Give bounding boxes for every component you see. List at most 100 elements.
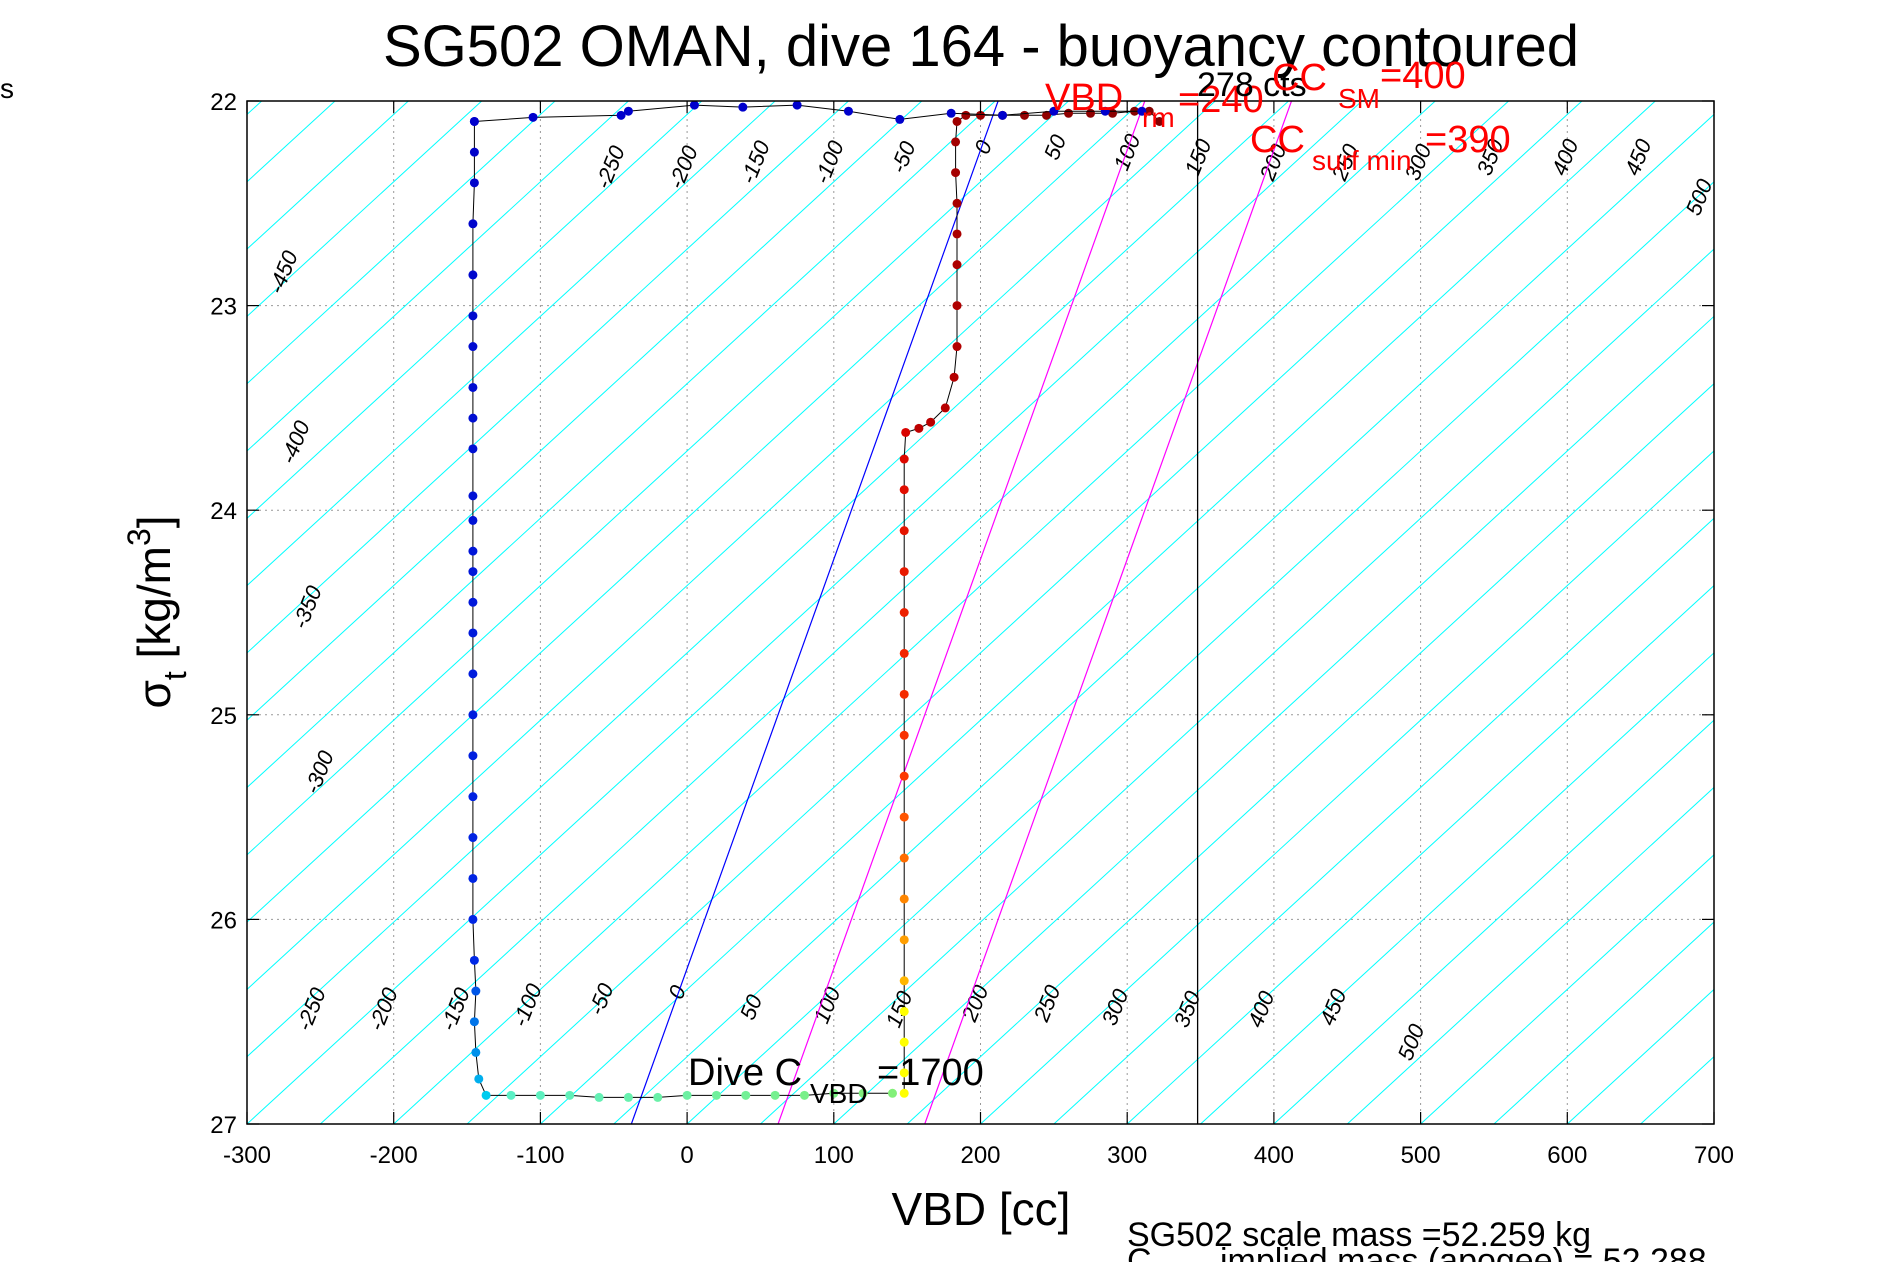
contour-label-bottom: 150 [881,987,918,1031]
data-point-dive [469,178,479,188]
annotation-ccsurf-text: CC [1250,119,1305,161]
reference-line [630,101,999,1124]
x-tick-label: 200 [960,1142,1000,1169]
data-point-climb [899,812,909,822]
data-point-dive [468,311,478,321]
buoyancy-contour-line [247,101,1216,991]
data-point-climb [899,1088,909,1098]
buoyancy-contour-line [613,113,1714,1124]
x-tick-label: 600 [1547,1142,1587,1169]
data-point-climb [899,1037,909,1047]
buoyancy-contour-line [247,101,556,385]
buoyancy-contour-line [1273,719,1714,1124]
contour-label-bottom: -200 [363,983,403,1034]
data-point-dive [829,1088,839,1098]
data-point-climb [899,1006,909,1016]
contour-label-bottom: -100 [507,979,547,1030]
data-point-climb [914,423,924,433]
buoyancy-contour-line [247,101,996,789]
buoyancy-contour-line [1566,988,1714,1124]
annotation-dive-text: Dive C [688,1052,802,1094]
data-point-surface [469,116,479,126]
annotation-vbd-rm: VBD rm =240 [1045,77,1264,133]
x-tick-label: 300 [1107,1142,1147,1169]
x-axis-label: VBD [cc] [892,1183,1071,1235]
data-point-dive [623,1092,633,1102]
data-point-dive [468,219,478,229]
y-tick-label: 26 [210,907,237,934]
data-point-dive [887,1088,897,1098]
buoyancy-contour-line [247,101,923,721]
buoyancy-contour-line [1200,652,1714,1124]
data-point-dive [468,597,478,607]
data-point-dive [711,1090,721,1100]
annotation-cc-surf-min: CC surf min =390 [1250,119,1511,176]
contour-label-left: -450 [263,246,303,297]
data-point-dive [474,1074,484,1084]
corner-label: s [0,73,14,104]
buoyancy-contour-line [320,101,1436,1124]
y-axis-label-sup: 3 [121,528,157,546]
contour-label-left: -400 [275,416,315,467]
contour-label-bottom: 300 [1097,985,1134,1029]
data-point-climb [899,976,909,986]
buoyancy-contour-line [393,101,1509,1124]
svg-text:VBD: VBD [810,1078,868,1109]
footer-implied-mass: implied mass (apogee) = 52.288 [1220,1242,1707,1262]
data-point-dive [468,710,478,720]
svg-text:surf min: surf min [1312,145,1412,176]
data-point-climb [1042,110,1052,120]
data-point-dive [468,382,478,392]
svg-text:rm: rm [1142,102,1175,133]
annotation-dive-value: =1700 [877,1052,984,1094]
contour-label-bottom: 500 [1393,1020,1430,1064]
contour-label-top: -250 [590,141,630,192]
data-point-climb [899,853,909,863]
data-point-dive [468,342,478,352]
annotation-ccsm-value: =400 [1380,55,1466,97]
buoyancy-contour-line [247,101,776,587]
buoyancy-contour-line [247,101,629,452]
grid-lines [247,101,1714,1124]
data-point-climb [1154,116,1164,126]
contour-label-top: 50 [1039,130,1072,163]
buoyancy-contour-line [247,101,1143,923]
data-point-climb [952,116,962,126]
contour-label-top: -50 [886,137,921,177]
data-point-climb [926,417,936,427]
buoyancy-contour-line [1420,854,1714,1124]
data-point-surface [792,100,802,110]
y-tick-label: 27 [210,1112,237,1139]
buoyancy-contours [247,101,1891,1124]
svg-text:Dive C: Dive C [688,1052,802,1094]
data-point-dive [469,1017,479,1027]
data-point-surface [528,112,538,122]
contour-label-bottom: -150 [435,983,475,1034]
data-point-climb [899,608,909,617]
data-point-dive [471,1047,481,1057]
data-point-dive [565,1090,575,1100]
annotation-ccsurf-value: =390 [1425,119,1511,161]
buoyancy-contour-line [247,101,483,318]
data-point-dive [799,1090,809,1100]
buoyancy-contour-line [906,382,1714,1124]
buoyancy-contour-line [247,101,1363,1124]
contour-label-bottom: 450 [1315,985,1352,1029]
data-point-dive [481,1090,491,1100]
y-tick-label: 23 [210,294,237,321]
svg-text:=1700: =1700 [877,1052,984,1094]
y-tick-label: 24 [210,498,237,525]
reference-line [924,101,1293,1124]
data-point-climb [899,485,909,495]
x-tick-label: -300 [223,1142,271,1169]
x-tick-label: 700 [1694,1142,1734,1169]
buoyancy-contour-line [1713,1123,1714,1124]
contour-label-bottom: 100 [809,983,846,1027]
data-point-climb [951,137,961,147]
y-axis-label-unit: [kg/m [128,546,180,671]
buoyancy-contour-line [1861,101,1891,1124]
data-point-surface [1137,106,1147,116]
buoyancy-contour-line [247,101,409,250]
annotation-ccsm-text: CC [1272,57,1327,99]
